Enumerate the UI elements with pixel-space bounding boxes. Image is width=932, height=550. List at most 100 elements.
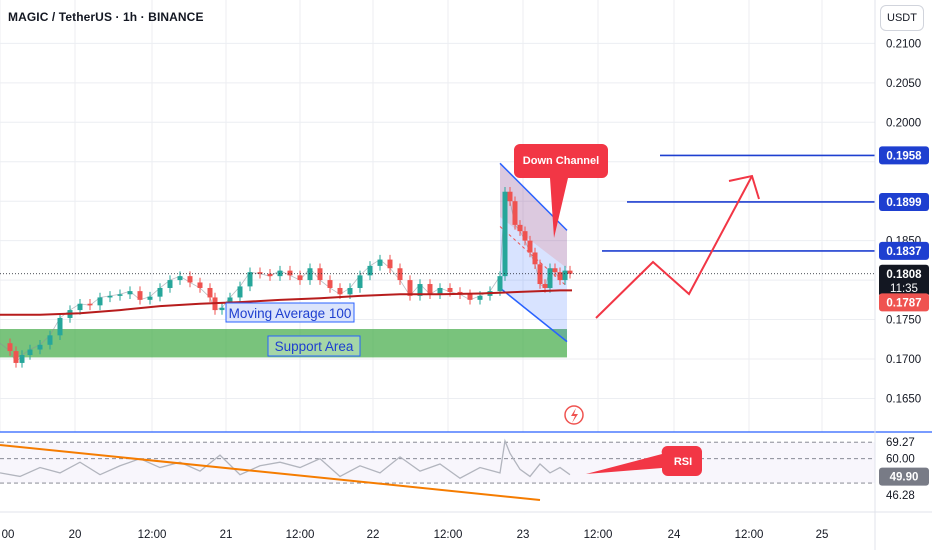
y-tick-label: 0.1700: [886, 354, 921, 366]
y-tick-label: 0.2050: [886, 78, 921, 90]
price-candle-34: [317, 268, 323, 281]
target-levels: [0, 154, 875, 319]
x-tick-label: 22: [367, 529, 380, 541]
projection-arrow-path: [595, 175, 753, 319]
x-tick-label: 00: [2, 529, 15, 541]
current-time-tag: 11:35: [890, 283, 918, 295]
price-candle-55: [512, 201, 518, 225]
price-candle-26: [237, 286, 243, 298]
x-tick-label: 12:00: [138, 529, 167, 541]
down-channel-upper-fill: [500, 163, 567, 269]
price-candle-45: [427, 284, 433, 295]
y-tick-label: 0.2000: [886, 117, 921, 129]
price-candle-59: [532, 252, 538, 265]
x-tick-label: 12:00: [434, 529, 463, 541]
price-candle-27: [247, 272, 253, 287]
price-candle-17: [157, 287, 163, 297]
price-tag-2-bg: [879, 241, 929, 260]
rsi-tick-label: 60.00: [886, 454, 915, 466]
rsi-tick-label: 46.28: [886, 490, 915, 502]
price-candle-47: [447, 287, 453, 292]
price-candle-63: [552, 268, 558, 273]
price-candle-61: [542, 284, 548, 288]
price-candle-4: [27, 349, 33, 356]
x-tick-label: 12:00: [584, 529, 613, 541]
price-candle-65: [562, 270, 568, 281]
price-candle-39: [367, 265, 373, 276]
price-candle-64: [557, 272, 563, 281]
price-candle-24: [219, 307, 225, 311]
moving-average-label: Moving Average 100: [229, 306, 352, 321]
price-candle-62: [547, 268, 553, 288]
rsi-current-tag: 49.90: [890, 472, 919, 484]
y-tick-label: 0.1650: [886, 393, 921, 405]
price-candle-3: [19, 355, 25, 363]
grid: [0, 0, 875, 512]
lightning-icon: [571, 408, 578, 423]
chart-title: MAGIC / TetherUS · 1h · BINANCE: [8, 10, 204, 24]
price-candle-14: [127, 291, 133, 295]
price-candle-29: [267, 273, 273, 277]
rsi-trendline: [0, 444, 541, 501]
price-candle-50: [477, 295, 483, 300]
price-candle-36: [337, 287, 343, 295]
moving-average-label-box: [225, 302, 355, 323]
down-channel-label: Down Channel: [523, 155, 599, 167]
moving-average-series: [0, 289, 572, 316]
down-channel-callout: [514, 144, 608, 238]
annotations: Moving Average 100 Support Area Down Chann…: [225, 144, 702, 476]
rsi-callout: [586, 445, 702, 476]
price-tag-2: 0.1837: [886, 246, 921, 258]
price-candle-52: [497, 276, 503, 292]
price-tag-1-bg: [879, 192, 929, 211]
price-candle-11: [97, 297, 103, 306]
price-candle-21: [197, 282, 203, 288]
price-candle-37: [347, 287, 353, 295]
rsi-panel: [0, 431, 932, 512]
support-area-label-box: [267, 335, 361, 357]
price-candle-49: [467, 294, 473, 300]
price-candle-53: [502, 191, 508, 277]
price-candle-35: [327, 280, 333, 288]
x-tick-label: 20: [69, 529, 82, 541]
price-candle-38: [357, 275, 363, 288]
price-candle-10: [87, 303, 93, 306]
support-area-label: Support Area: [275, 339, 354, 354]
price-candle-18: [167, 280, 173, 288]
price-candle-66: [567, 270, 573, 274]
rsi-tick-label: 69.27: [886, 437, 915, 449]
currency-button[interactable]: USDT: [880, 5, 924, 31]
price-candle-9: [77, 303, 83, 311]
price-candle-1: [7, 343, 13, 352]
price-candle-28: [257, 272, 263, 274]
x-tick-label: 12:00: [286, 529, 315, 541]
price-candle-43: [407, 280, 413, 296]
price-candle-20: [187, 276, 193, 283]
rsi-line: [0, 438, 571, 479]
price-candle-15: [137, 291, 143, 300]
current-price-tag-bg: [879, 264, 929, 297]
price-candle-13: [117, 294, 123, 296]
rsi-band: [0, 442, 875, 484]
price-candle-32: [297, 275, 303, 281]
x-tick-label: 23: [517, 529, 530, 541]
x-tick-label: 12:00: [735, 529, 764, 541]
price-tag-0: 0.1958: [886, 150, 922, 162]
rsi-current-tag-bg: [879, 467, 929, 486]
price-candle-46: [437, 287, 443, 295]
x-tick-label: 21: [220, 529, 233, 541]
price-candle-22: [207, 287, 213, 298]
price-candle-2: [13, 351, 19, 363]
moving-average-line: [0, 289, 572, 316]
price-candle-57: [522, 231, 528, 241]
price-candle-19: [177, 276, 183, 281]
x-tick-label: 25: [816, 529, 829, 541]
projection-arrow-head: [728, 174, 760, 200]
price-candle-7: [57, 317, 63, 336]
down-channel-lower-line: [499, 287, 568, 343]
x-tick-label: 24: [668, 529, 681, 541]
price-candle-54: [507, 191, 513, 202]
